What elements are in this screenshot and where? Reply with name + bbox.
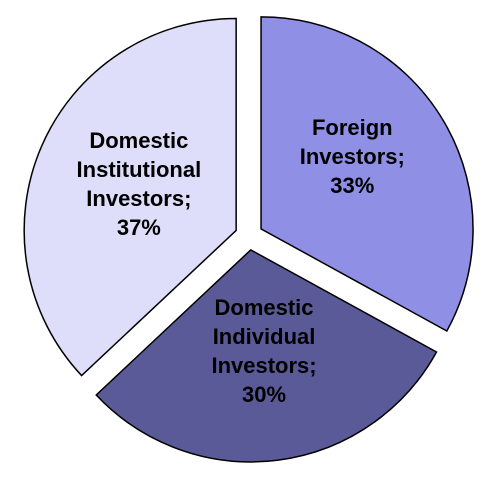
- category-label: Domestic Institutional Investors;: [76, 128, 202, 212]
- label-group: Domestic Individual Investors; 30%: [174, 293, 354, 409]
- slice-label: Domestic Individual Investors; 30%: [174, 293, 354, 409]
- slice-label: Domestic Institutional Investors; 37%: [49, 126, 229, 242]
- value-label: 33%: [330, 172, 375, 198]
- pie-slice: [23, 17, 237, 377]
- label-group: Foreign Investors; 33%: [262, 113, 442, 200]
- category-label: Foreign Investors;: [299, 114, 405, 169]
- slice-label: Foreign Investors; 33%: [262, 113, 442, 200]
- pie-slice: [260, 16, 474, 333]
- value-label: 37%: [116, 215, 161, 241]
- value-label: 30%: [242, 382, 287, 408]
- label-group: Domestic Institutional Investors; 37%: [49, 126, 229, 242]
- pie-slice: [95, 248, 438, 463]
- category-label: Domestic Individual Investors;: [211, 295, 317, 379]
